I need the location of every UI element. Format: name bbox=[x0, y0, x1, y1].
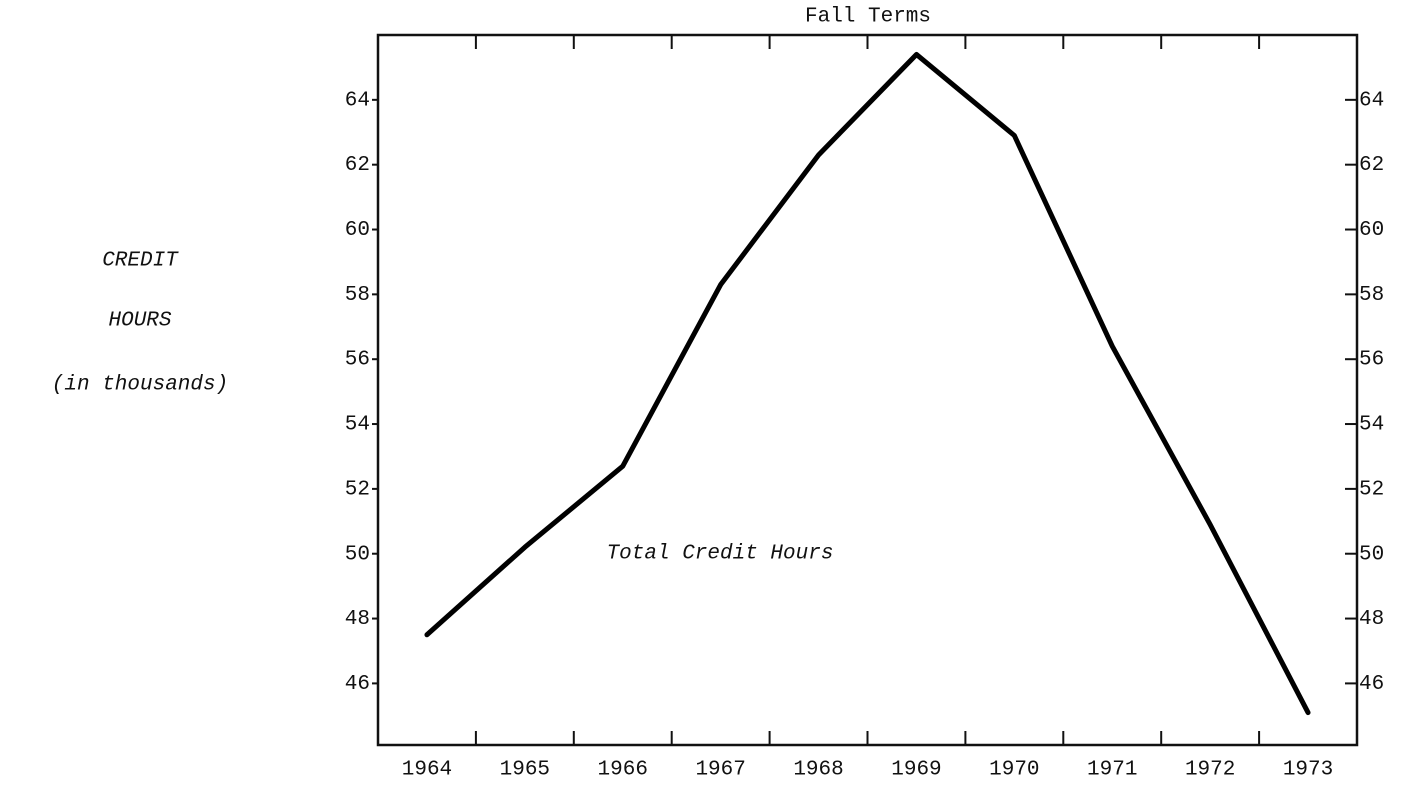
x-tick-label: 1973 bbox=[1283, 759, 1333, 782]
y-tick-label: 46 bbox=[345, 673, 370, 696]
y2-tick-label: 64 bbox=[1359, 89, 1384, 112]
x-tick-label: 1966 bbox=[598, 759, 648, 782]
y-axis-label: (in thousands) bbox=[52, 374, 228, 397]
x-tick-label: 1972 bbox=[1185, 759, 1235, 782]
y-axis-label: HOURS bbox=[108, 310, 171, 333]
line-series bbox=[424, 51, 1311, 716]
y2-tick-label: 54 bbox=[1359, 414, 1384, 437]
y2-tick-label: 50 bbox=[1359, 543, 1384, 566]
x-tick-label: 1965 bbox=[500, 759, 550, 782]
y-tick-label: 52 bbox=[345, 478, 370, 501]
chart-title: Fall Terms bbox=[805, 6, 931, 29]
y-tick-label: 62 bbox=[345, 154, 370, 177]
y-tick-label: 64 bbox=[345, 89, 370, 112]
y-tick-label: 58 bbox=[345, 284, 370, 307]
y2-tick-label: 56 bbox=[1359, 349, 1384, 372]
x-tick-label: 1971 bbox=[1087, 759, 1137, 782]
x-tick-label: 1969 bbox=[891, 759, 941, 782]
x-tick-label: 1964 bbox=[402, 759, 452, 782]
y-tick-label: 54 bbox=[345, 414, 370, 437]
x-tick-label: 1970 bbox=[989, 759, 1039, 782]
y-tick-label: 56 bbox=[345, 349, 370, 372]
plot-frame bbox=[376, 33, 1359, 747]
y-tick-label: 60 bbox=[345, 219, 370, 242]
y-tick-label: 48 bbox=[345, 608, 370, 631]
y2-tick-label: 48 bbox=[1359, 608, 1384, 631]
y2-tick-label: 52 bbox=[1359, 478, 1384, 501]
y-axis-label: CREDIT bbox=[102, 250, 179, 273]
annotation: Total Credit Hours bbox=[607, 543, 834, 566]
x-tick-label: 1967 bbox=[695, 759, 745, 782]
y2-tick-label: 58 bbox=[1359, 284, 1384, 307]
y2-tick-label: 60 bbox=[1359, 219, 1384, 242]
x-tick-label: 1968 bbox=[793, 759, 843, 782]
y2-tick-label: 62 bbox=[1359, 154, 1384, 177]
y2-tick-label: 46 bbox=[1359, 673, 1384, 696]
y-tick-label: 50 bbox=[345, 543, 370, 566]
